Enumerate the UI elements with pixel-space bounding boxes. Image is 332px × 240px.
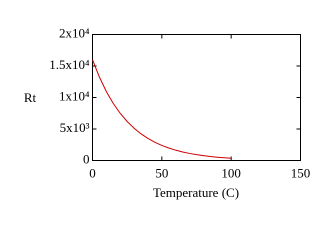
x-tick-label: 100: [221, 165, 241, 180]
y-tick-label: 0: [83, 151, 90, 166]
chart: Rt Temperature (C) 0 5x10³ 1x10⁴ 1.5x10⁴ 2x1…: [0, 0, 332, 214]
y-tick-label: 1x10⁴: [59, 88, 90, 103]
x-tick-label: 50: [155, 165, 168, 180]
y-tick-label: 5x10³: [60, 120, 90, 135]
background: [0, 0, 332, 214]
y-tick-label: 1.5x10⁴: [49, 57, 90, 72]
y-tick-label: 2x10⁴: [59, 25, 90, 40]
x-tick-label: 0: [89, 165, 96, 180]
x-tick-label: 150: [291, 165, 311, 180]
data-line: [92, 59, 232, 159]
x-axis-label: Temperature (C): [153, 185, 239, 200]
y-axis-label: Rt: [24, 90, 37, 105]
